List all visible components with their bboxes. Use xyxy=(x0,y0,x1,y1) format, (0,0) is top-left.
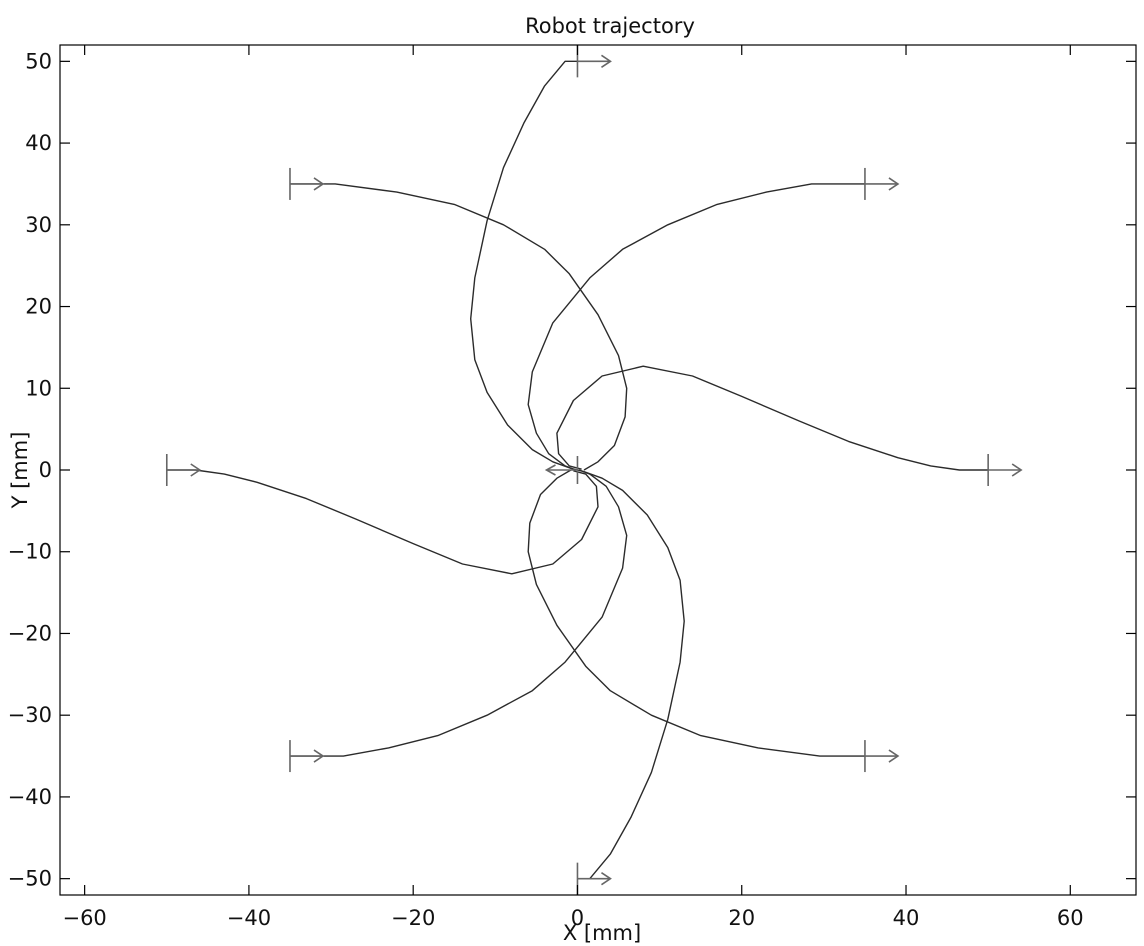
y-axis-ticks: −50 −40 −30 −20 −10 0 10 20 30 40 50 xyxy=(8,49,1136,891)
start-pose-marker-8 xyxy=(576,862,612,895)
start-pose-marker-2 xyxy=(165,454,202,486)
y-tick-label: −40 xyxy=(8,785,52,809)
x-tick-label: −60 xyxy=(62,906,106,930)
y-tick-label: 50 xyxy=(25,49,52,73)
trajectory-line-5 xyxy=(290,183,628,471)
marker-layer xyxy=(165,45,1023,895)
y-tick-label: −30 xyxy=(8,703,52,727)
trajectory-layer xyxy=(166,60,989,880)
x-tick-label: −40 xyxy=(227,906,271,930)
x-axis-label: X [mm] xyxy=(563,921,641,945)
chart-title: Robot trajectory xyxy=(525,14,695,38)
x-axis-ticks: −60 −40 −20 0 20 40 60 xyxy=(62,45,1084,930)
x-tick-label: 40 xyxy=(893,906,920,930)
x-tick-label: 20 xyxy=(728,906,755,930)
y-axis-label: Y [mm] xyxy=(8,432,32,510)
start-pose-marker-3 xyxy=(864,167,900,200)
plot-area xyxy=(165,45,1023,895)
end-pose-marker xyxy=(544,456,579,484)
start-pose-marker-6 xyxy=(289,740,325,773)
trajectory-line-6 xyxy=(527,469,865,757)
y-tick-label: −10 xyxy=(8,540,52,564)
start-pose-marker-7 xyxy=(576,45,612,78)
y-tick-label: 20 xyxy=(25,295,52,319)
trajectory-line-1 xyxy=(556,365,989,471)
x-tick-label: −20 xyxy=(391,906,435,930)
trajectory-line-8 xyxy=(577,469,685,880)
y-tick-label: 10 xyxy=(25,376,52,400)
trajectory-line-7 xyxy=(470,60,578,471)
y-tick-label: 40 xyxy=(25,131,52,155)
trajectory-line-2 xyxy=(166,469,599,575)
x-tick-label: 0 xyxy=(571,906,584,930)
y-tick-label: 30 xyxy=(25,213,52,237)
y-tick-label: −20 xyxy=(8,621,52,645)
x-tick-label: 60 xyxy=(1057,906,1084,930)
start-pose-marker-4 xyxy=(289,167,325,200)
trajectory-line-4 xyxy=(290,469,628,757)
start-pose-marker-1 xyxy=(987,454,1023,486)
trajectory-line-3 xyxy=(527,183,865,471)
y-tick-label: 0 xyxy=(39,458,52,482)
start-pose-marker-5 xyxy=(864,740,900,773)
y-tick-label: −50 xyxy=(8,867,52,891)
